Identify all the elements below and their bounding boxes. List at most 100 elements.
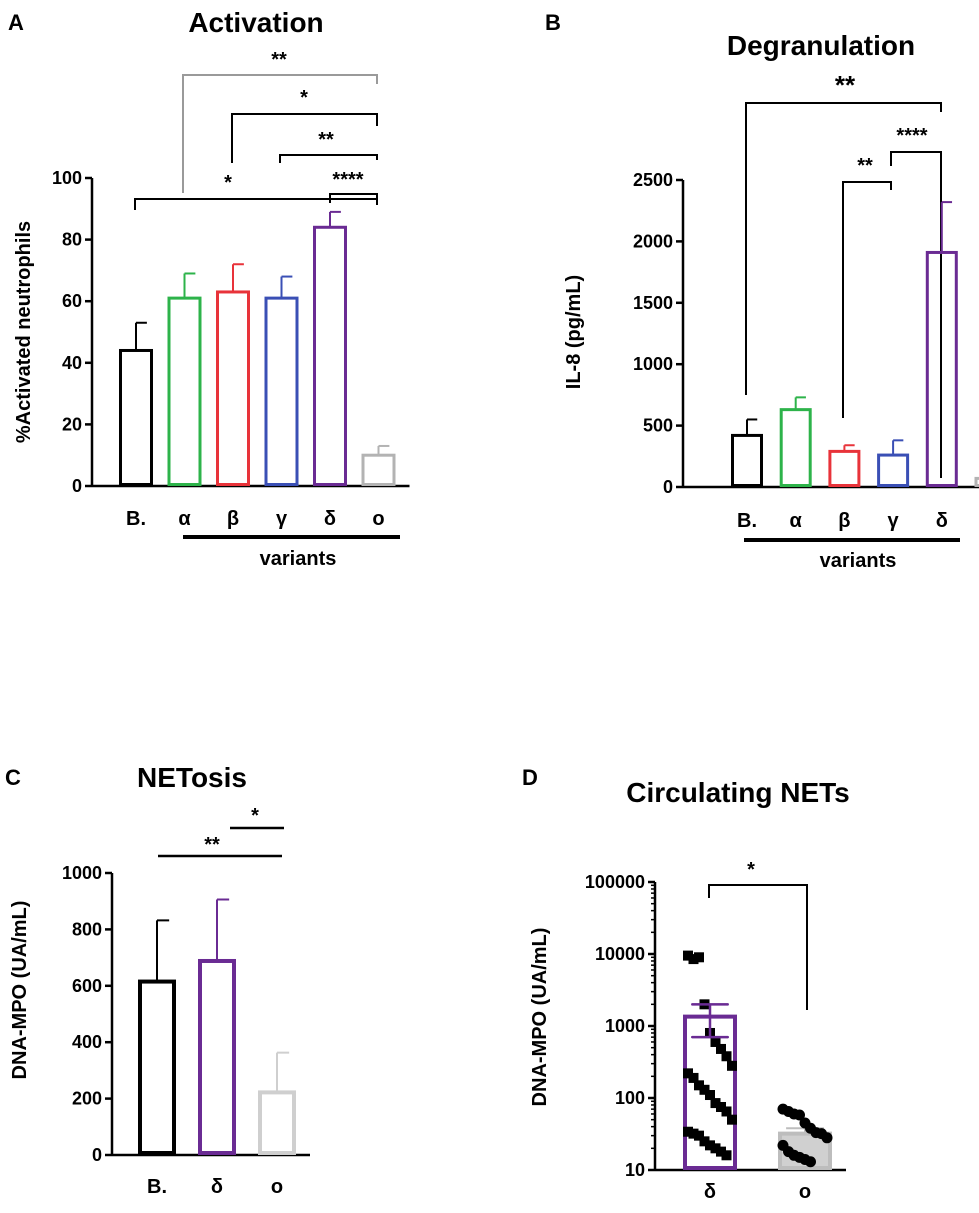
panel-d-y-tick-label: 1000	[605, 1016, 645, 1036]
panel-c-category-label: δ	[211, 1176, 223, 1198]
panel-d-point-square	[683, 950, 693, 961]
bracket-gamma-vs-delta	[842, 181, 892, 418]
sig-d-1: *	[747, 859, 755, 881]
panel-b-bar-2	[828, 449, 861, 487]
panel-a-bar-3	[264, 296, 299, 486]
panel-d-point-square	[694, 1130, 704, 1141]
panel-a-title: Activation	[188, 7, 323, 38]
panel-a-bar-2	[216, 290, 250, 486]
panel-d-category-label: o	[799, 1181, 811, 1203]
panel-d-y-tick-label: 100	[615, 1088, 645, 1108]
panel-a-y-tick-label: 100	[52, 168, 82, 188]
panel-b-variants-label: variants	[820, 550, 897, 572]
panel-a-y-tick-label: 0	[72, 476, 82, 496]
panel-a-category-label: α	[178, 508, 191, 530]
panel-c-y-tick-label: 0	[92, 1145, 102, 1165]
panel-b-y-tick-label: 1500	[633, 293, 673, 313]
panel-d-y-tick-label: 10	[625, 1160, 645, 1180]
bracket-b-vs-delta	[134, 198, 378, 210]
panel-d-point-square	[710, 1098, 721, 1109]
sig-b-3: **	[857, 155, 873, 177]
panel-d-point-square	[727, 1114, 737, 1125]
panel-b-y-tick-label: 1000	[633, 354, 673, 374]
panel-c-category-label: B.	[147, 1176, 167, 1198]
panel-d-point-square	[694, 952, 704, 963]
panel-d-point-square	[716, 1101, 726, 1112]
bracket-beta-vs-o	[231, 113, 378, 163]
panel-b-y-tick-label: 500	[643, 416, 673, 436]
panel-c-category-label: o	[271, 1176, 283, 1198]
sig-b-1: **	[835, 70, 856, 100]
panel-b-y-tick-label: 2500	[633, 170, 673, 190]
panel-a-y-tick-label: 80	[62, 230, 82, 250]
panel-b-y-tick-label: 2000	[633, 231, 673, 251]
sig-a-4: *	[224, 172, 232, 194]
panel-b-bar-1	[779, 408, 812, 487]
sig-b-2: ****	[896, 125, 927, 147]
panel-a-category-label: o	[372, 508, 384, 530]
panel-b-bar-3	[877, 453, 910, 487]
sig-a-1: **	[271, 49, 287, 71]
panel-a-variants-label: variants	[260, 548, 337, 570]
panel-d-point-square	[705, 1140, 715, 1151]
panel-d: D Circulating NETs DNA-MPO (UA/mL) * 10 1…	[522, 765, 850, 1203]
panel-b-y-tick-label: 0	[663, 477, 673, 497]
panel-b-bar-5	[974, 476, 979, 487]
bracket-delta-vs-o	[329, 193, 378, 203]
panel-b-bar-4	[925, 250, 958, 487]
panel-a-bar-0	[119, 348, 153, 487]
panel-d-point-square	[721, 1106, 732, 1117]
panel-a-bar-4	[313, 225, 347, 486]
bracket-delta-vs-o-d	[708, 884, 808, 1010]
panel-d-point-circle	[821, 1132, 833, 1144]
panel-c-bar-1	[198, 958, 236, 1156]
bracket-alpha-vs-o	[745, 102, 942, 395]
panel-d-label: D	[522, 765, 538, 790]
panel-d-y-tick-label: 100000	[585, 872, 645, 892]
panel-c-y-tick-label: 1000	[62, 863, 102, 883]
panel-a-bar-5	[361, 453, 396, 487]
sig-c-2: **	[204, 834, 220, 856]
panel-c-title: NETosis	[137, 762, 247, 793]
panel-b: B Degranulation IL-8 (pg/mL) ** **** ** …	[545, 10, 979, 572]
panel-a-category-label: γ	[276, 508, 288, 530]
panel-d-point-square	[716, 1146, 726, 1157]
panel-c-y-axis-label: DNA-MPO (UA/mL)	[9, 901, 31, 1080]
panel-a-y-tick-label: 40	[62, 353, 82, 373]
bracket-b-vs-o	[182, 74, 378, 193]
panel-a-category-label: B.	[126, 508, 146, 530]
panel-d-title: Circulating NETs	[626, 777, 850, 808]
panel-d-point-square	[721, 1051, 732, 1062]
panel-c-y-tick-label: 600	[72, 976, 102, 996]
panel-d-point-square	[688, 954, 699, 965]
panel-b-category-label: γ	[888, 510, 900, 532]
panel-c-label: C	[5, 765, 21, 790]
sig-a-5: ****	[332, 169, 363, 191]
panel-d-point-square	[727, 1060, 737, 1071]
panel-b-label: B	[545, 10, 561, 35]
panel-a-category-label: β	[227, 508, 239, 530]
panel-b-category-label: B.	[737, 510, 757, 532]
panel-a-bar-1	[167, 296, 202, 486]
panel-c-y-tick-label: 800	[72, 919, 102, 939]
panel-d-point-circle	[794, 1109, 805, 1121]
panel-d-point-square	[721, 1150, 732, 1161]
panel-b-bar-0	[731, 433, 763, 488]
panel-d-point-square	[683, 1126, 693, 1137]
panel-d-point-square	[683, 1068, 693, 1079]
panel-c-bar-2	[258, 1090, 296, 1155]
panel-d-y-axis-label: DNA-MPO (UA/mL)	[529, 928, 551, 1107]
panel-d-point-square	[688, 1128, 699, 1139]
panel-c-y-tick-label: 400	[72, 1032, 102, 1052]
panel-a-y-tick-label: 20	[62, 414, 82, 434]
panel-d-y-tick-label: 10000	[595, 944, 645, 964]
sig-a-3: **	[318, 129, 334, 151]
panel-d-point-square	[716, 1043, 726, 1054]
panel-d-point-square	[688, 1072, 699, 1083]
panel-d-category-label: δ	[704, 1181, 716, 1203]
panel-c-significance-brackets	[158, 826, 284, 858]
panel-d-point-square	[710, 1143, 721, 1154]
panel-b-significance-brackets	[745, 102, 942, 478]
panel-a-y-axis-label: %Activated neutrophils	[13, 221, 35, 443]
